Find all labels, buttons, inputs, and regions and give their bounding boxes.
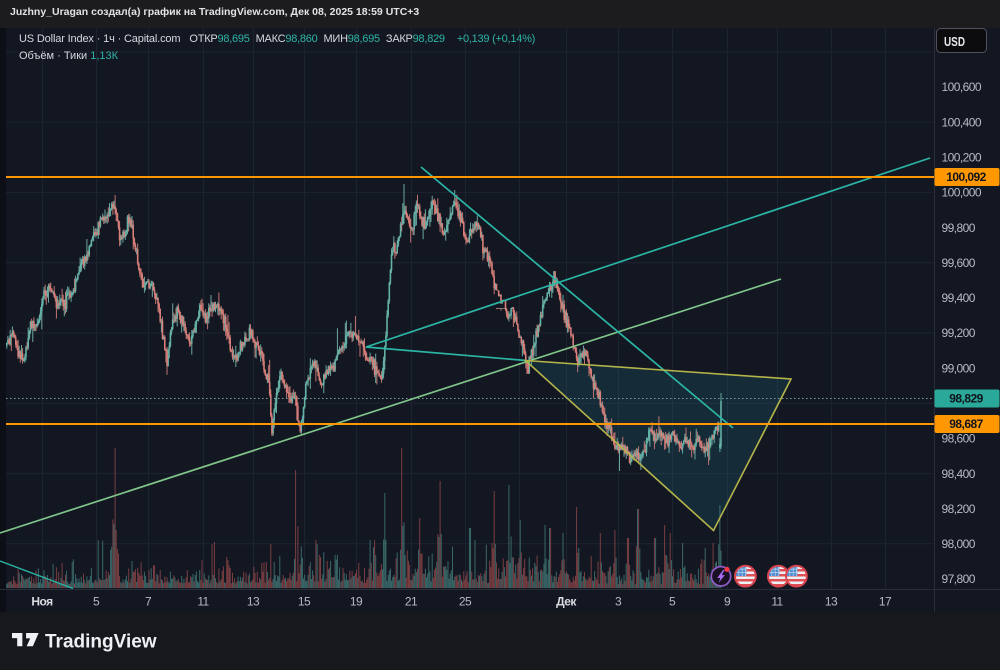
svg-text:19: 19 xyxy=(350,595,363,609)
svg-text:USD: USD xyxy=(944,34,965,49)
svg-text:100,600: 100,600 xyxy=(942,80,982,94)
svg-text:17: 17 xyxy=(879,595,892,609)
svg-text:21: 21 xyxy=(405,595,418,609)
svg-text:98,829: 98,829 xyxy=(949,392,983,406)
svg-text:9: 9 xyxy=(724,595,731,609)
svg-text:Ноя: Ноя xyxy=(31,595,53,609)
svg-text:13: 13 xyxy=(825,595,838,609)
svg-text:100,400: 100,400 xyxy=(942,115,982,129)
svg-text:3: 3 xyxy=(615,595,622,609)
svg-text:100,092: 100,092 xyxy=(946,170,986,184)
svg-text:99,800: 99,800 xyxy=(942,221,976,235)
svg-text:TradingView: TradingView xyxy=(45,632,157,653)
svg-text:7: 7 xyxy=(145,595,152,609)
svg-text:98,600: 98,600 xyxy=(942,432,976,446)
svg-text:99,600: 99,600 xyxy=(942,256,976,270)
svg-text:99,400: 99,400 xyxy=(942,291,976,305)
svg-text:11: 11 xyxy=(197,595,209,609)
svg-text:5: 5 xyxy=(669,595,676,609)
svg-text:99,000: 99,000 xyxy=(942,361,976,375)
svg-text:5: 5 xyxy=(93,595,100,609)
svg-text:13: 13 xyxy=(247,595,260,609)
svg-text:25: 25 xyxy=(459,595,472,609)
svg-text:98,400: 98,400 xyxy=(942,467,976,481)
svg-text:100,000: 100,000 xyxy=(942,186,982,200)
svg-text:100,200: 100,200 xyxy=(942,151,982,165)
svg-text:97,800: 97,800 xyxy=(942,572,976,586)
svg-text:98,000: 98,000 xyxy=(942,537,976,551)
svg-text:98,200: 98,200 xyxy=(942,502,976,516)
svg-text:Дек: Дек xyxy=(556,595,577,609)
svg-text:99,200: 99,200 xyxy=(942,326,976,340)
svg-text:98,687: 98,687 xyxy=(949,417,983,431)
svg-text:15: 15 xyxy=(298,595,311,609)
svg-text:11: 11 xyxy=(771,595,783,609)
